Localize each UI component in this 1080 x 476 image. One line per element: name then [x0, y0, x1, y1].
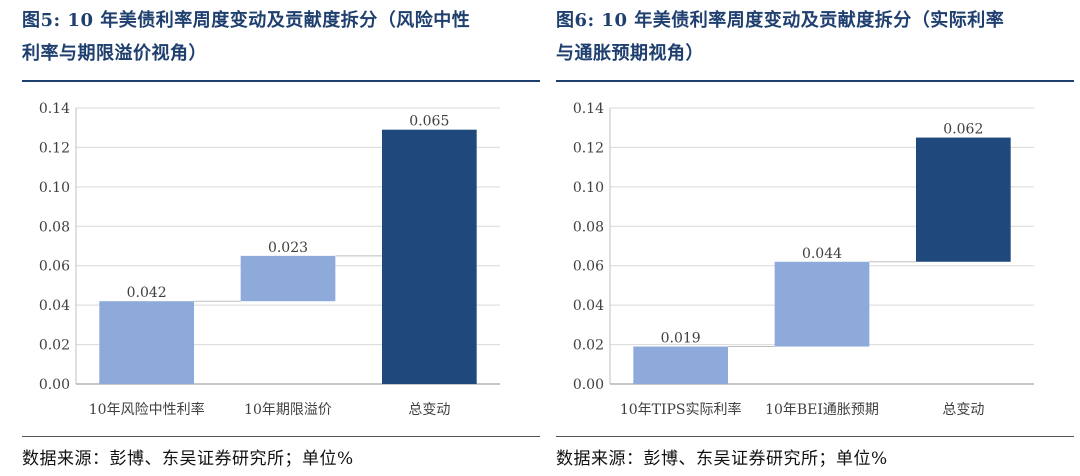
y-tick-label: 0.02: [39, 338, 70, 354]
x-tick-label: 总变动: [942, 402, 984, 418]
y-tick-label: 0.00: [39, 377, 70, 393]
figure-title: 图6: 10 年美债利率周度变动及贡献度拆分（实际利率 与通胀预期视角）: [556, 4, 1074, 70]
x-tick-label: 总变动: [408, 402, 450, 418]
y-tick-label: 0.10: [573, 180, 604, 196]
x-tick-label: 10年TIPS实际利率: [620, 401, 742, 418]
source-note: 数据来源：彭博、东吴证券研究所；单位%: [22, 449, 354, 469]
y-tick-label: 0.14: [39, 101, 70, 117]
y-tick-label: 0.10: [39, 180, 70, 196]
x-tick-label: 10年期限溢价: [244, 402, 332, 418]
figure-6: 图6: 10 年美债利率周度变动及贡献度拆分（实际利率 与通胀预期视角） 0.0…: [556, 0, 1074, 476]
y-tick-label: 0.04: [39, 298, 70, 314]
waterfall-chart: 0.00 0.02 0.04 0.06 0.08 0.10 0.12 0.14 0.019 10年…: [573, 101, 1034, 418]
data-label: 0.042: [127, 285, 167, 301]
figure-title-line1: 图5: 10 年美债利率周度变动及贡献度拆分（风险中性: [22, 10, 471, 31]
source-note: 数据来源：彭博、东吴证券研究所；单位%: [556, 449, 888, 469]
figure-title-line2: 利率与期限溢价视角）: [22, 43, 207, 64]
figure-title-line1: 图6: 10 年美债利率周度变动及贡献度拆分（实际利率: [556, 10, 1005, 31]
bar: [99, 301, 195, 384]
bar: [381, 129, 477, 384]
data-label: 0.019: [661, 331, 701, 347]
bar: [633, 346, 729, 384]
waterfall-chart: 0.00 0.02 0.04 0.06 0.08 0.10 0.12 0.14 0.042 10年…: [39, 101, 500, 418]
data-label: 0.023: [268, 240, 308, 256]
data-label: 0.044: [802, 246, 842, 262]
y-tick-label: 0.08: [573, 219, 604, 235]
source-rule: [556, 436, 1074, 437]
x-tick-label: 10年风险中性利率: [89, 401, 205, 418]
y-tick-label: 0.04: [573, 298, 604, 314]
y-tick-label: 0.06: [39, 259, 70, 275]
x-tick-label: 10年BEI通胀预期: [765, 402, 879, 418]
figure-title: 图5: 10 年美债利率周度变动及贡献度拆分（风险中性 利率与期限溢价视角）: [22, 4, 540, 70]
y-tick-label: 0.02: [573, 338, 604, 354]
figure-5: 图5: 10 年美债利率周度变动及贡献度拆分（风险中性 利率与期限溢价视角） 0…: [22, 0, 540, 476]
y-tick-label: 0.12: [39, 140, 70, 156]
y-tick-label: 0.00: [573, 377, 604, 393]
y-tick-label: 0.12: [573, 140, 604, 156]
source-rule: [22, 436, 540, 437]
y-tick-label: 0.06: [573, 259, 604, 275]
data-label: 0.065: [409, 114, 449, 130]
y-tick-label: 0.08: [39, 219, 70, 235]
bar: [774, 261, 870, 347]
bar: [915, 137, 1011, 262]
bar: [240, 255, 336, 302]
y-tick-label: 0.14: [573, 101, 604, 117]
title-rule: [556, 80, 1074, 82]
title-rule: [22, 80, 540, 82]
data-label: 0.062: [943, 122, 983, 138]
figure-title-line2: 与通胀预期视角）: [556, 43, 704, 64]
